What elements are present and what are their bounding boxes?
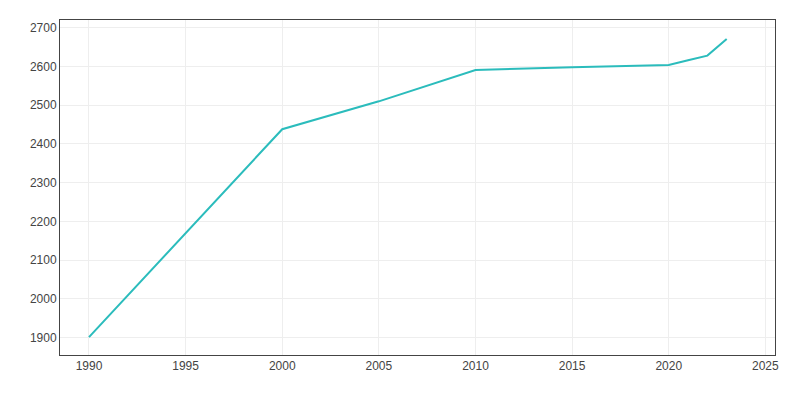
svg-text:2500: 2500 — [30, 98, 57, 112]
svg-text:2300: 2300 — [30, 176, 57, 190]
svg-text:1995: 1995 — [172, 359, 199, 373]
svg-text:2020: 2020 — [655, 359, 682, 373]
svg-text:2000: 2000 — [269, 359, 296, 373]
svg-text:2000: 2000 — [30, 292, 57, 306]
svg-text:2200: 2200 — [30, 215, 57, 229]
svg-text:2600: 2600 — [30, 60, 57, 74]
svg-text:2025: 2025 — [752, 359, 779, 373]
svg-text:1990: 1990 — [76, 359, 103, 373]
svg-text:2100: 2100 — [30, 253, 57, 267]
svg-text:2700: 2700 — [30, 21, 57, 35]
svg-text:2010: 2010 — [462, 359, 489, 373]
svg-text:1900: 1900 — [30, 331, 57, 345]
svg-text:2005: 2005 — [365, 359, 392, 373]
svg-text:2015: 2015 — [559, 359, 586, 373]
svg-text:2400: 2400 — [30, 137, 57, 151]
